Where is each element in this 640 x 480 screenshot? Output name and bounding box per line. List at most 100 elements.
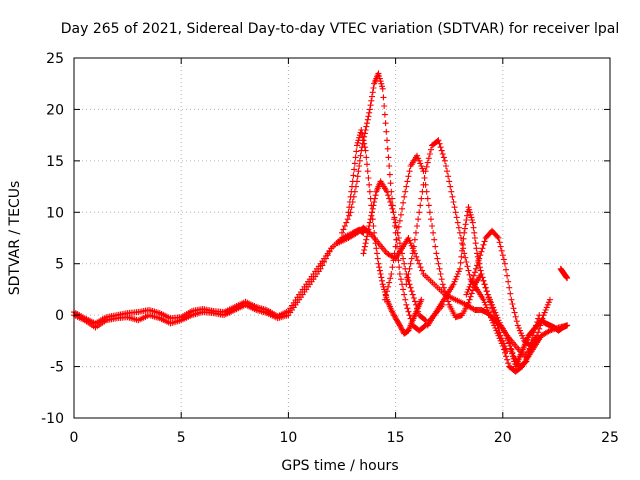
data-point [390,209,397,216]
data-point [432,243,439,250]
data-point [400,199,407,206]
data-point [486,296,493,303]
x-tick-label: 10 [279,430,297,446]
data-point [384,145,391,152]
data-point [483,288,490,295]
data-point [516,327,523,334]
data-point [377,78,384,85]
data-point [441,157,448,164]
data-point [348,188,355,195]
data-point [372,240,379,247]
data-point [452,276,459,283]
data-point [386,171,393,178]
data-point [475,259,482,265]
data-point [360,137,367,144]
data-point [367,102,374,109]
data-point [445,298,452,305]
data-point [499,252,506,259]
data-point [396,240,403,247]
data-point [463,217,470,223]
data-point [419,267,426,274]
data-point [365,226,372,233]
data-point [396,321,403,328]
data-point [451,278,458,285]
data-point [414,223,421,229]
data-point [460,235,467,242]
data-point [383,128,390,135]
data-point [415,216,422,223]
data-point [364,161,371,168]
data-point [427,146,434,153]
data-point [399,250,406,257]
data-point [363,236,370,243]
y-tick-label: 20 [46,102,64,118]
data-point [476,255,483,262]
data-point [387,199,394,205]
data-point [462,221,469,228]
data-point [470,224,477,231]
data-point [471,269,478,276]
data-point [384,288,391,295]
data-point [424,195,431,202]
data-point [355,137,362,144]
data-point [395,257,402,264]
data-point [426,151,433,157]
data-point [376,267,383,274]
data-point [379,83,386,90]
data-point [455,224,462,231]
data-point [525,349,532,356]
data-point [491,307,498,313]
data-point [397,211,404,218]
data-point [371,229,378,236]
data-point [376,73,383,79]
data-point [496,239,503,246]
data-point [445,173,452,180]
data-point [479,245,486,252]
data-point [364,168,371,175]
data-point [359,133,366,140]
axis-ticks: 0 5 10 15 20 25 -10 -5 0 5 10 15 20 25 [41,51,619,446]
data-point [544,301,551,308]
data-point [366,223,373,229]
data-point [371,235,378,241]
data-point [494,330,501,337]
y-tick-label: -5 [50,360,64,376]
data-point [444,168,451,175]
data-point [353,148,360,155]
data-point [381,296,388,303]
data-point [396,264,403,271]
data-point [438,147,445,154]
data-point [369,93,376,100]
data-point [364,120,371,127]
data-point [356,157,363,164]
data-point [384,137,391,144]
data-point [480,277,487,284]
data-point [482,301,489,308]
data-point [388,307,395,313]
data-point [431,236,438,243]
data-point [478,248,485,255]
data-point [462,254,469,261]
data-point [345,209,352,216]
data-point [379,281,386,288]
data-point [367,216,374,223]
data-point [497,337,504,344]
data-point [469,219,476,226]
data-point [434,255,441,262]
data-point [500,256,507,263]
data-point [486,312,493,319]
data-point [368,212,375,219]
data-point [474,250,481,257]
data-point [481,299,488,306]
data-point [411,298,418,305]
data-point [399,205,406,212]
data-point [351,166,358,173]
data-point [407,240,414,247]
data-point [400,286,407,293]
data-point [393,236,400,243]
data-point [479,274,486,281]
data-point [395,223,402,230]
data-point [477,252,484,259]
data-point [415,155,422,162]
series-track-h [403,137,545,375]
